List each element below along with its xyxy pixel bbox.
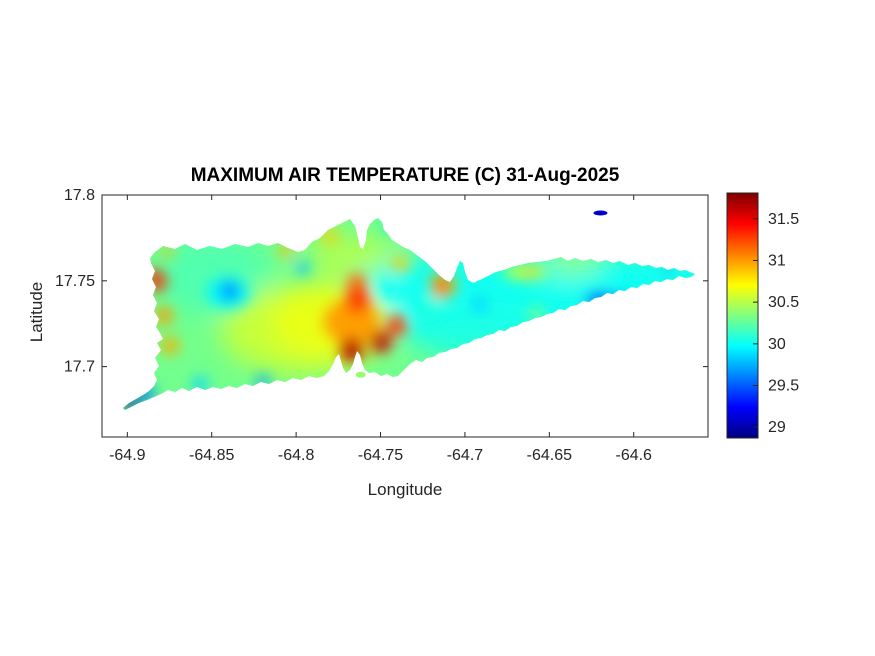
- temperature-blob: [525, 265, 536, 276]
- temperature-blob: [321, 227, 338, 244]
- axes-box: [101, 194, 709, 438]
- temperature-blob: [161, 245, 174, 258]
- temperature-blob: [530, 307, 543, 320]
- plot-title: MAXIMUM AIR TEMPERATURE (C) 31-Aug-2025: [190, 165, 620, 186]
- temperature-blob: [344, 286, 371, 313]
- x-tick-label: -64.85: [189, 447, 234, 464]
- temperature-blob: [502, 264, 547, 279]
- temperature-blob: [160, 336, 179, 355]
- island-heatmap: [123, 218, 695, 410]
- temperature-blob: [191, 376, 208, 393]
- x-tick-label: -64.6: [615, 447, 652, 464]
- x-tick-label: -64.9: [109, 447, 146, 464]
- islets-layer: [355, 210, 608, 378]
- north-islet: [593, 210, 608, 216]
- temperature-blob: [375, 281, 404, 298]
- x-tick-label: -64.7: [447, 447, 484, 464]
- temperature-blob: [375, 335, 386, 346]
- temperature-blob: [541, 256, 602, 273]
- temperature-blob: [586, 293, 615, 308]
- temperature-blob: [278, 243, 293, 258]
- temperature-blob: [346, 342, 359, 355]
- colorbar-tick-label: 31.5: [768, 211, 799, 228]
- temperature-blob: [392, 255, 409, 272]
- temperature-blob: [613, 294, 630, 311]
- temperature-blob: [471, 296, 488, 313]
- temperature-blob: [123, 394, 146, 410]
- temperature-blob: [590, 313, 609, 332]
- y-tick-label: 17.7: [64, 359, 95, 376]
- temperature-blob: [306, 236, 397, 273]
- temperature-blob: [435, 278, 450, 293]
- temperature-blob: [138, 384, 155, 401]
- x-axis-label: Longitude: [367, 480, 443, 499]
- temperature-blob: [415, 295, 444, 324]
- south-cay: [355, 371, 366, 378]
- temperature-blob: [323, 299, 380, 344]
- y-tick-label: 17.8: [64, 187, 95, 204]
- temperature-blob: [571, 249, 695, 310]
- colorbar-tick-label: 30: [768, 336, 786, 353]
- temperature-blob: [255, 374, 270, 389]
- temperature-blob: [154, 306, 173, 325]
- x-tick-label: -64.8: [278, 447, 315, 464]
- temperature-blob: [295, 260, 310, 275]
- colorbar: 29 29.5 30 30.5 31 31.5: [726, 192, 799, 439]
- temperature-blob: [386, 315, 407, 336]
- x-tick-label: -64.65: [527, 447, 572, 464]
- temperature-blob: [347, 273, 366, 292]
- colorbar-tick-label: 29.5: [768, 378, 799, 395]
- temperature-blob: [220, 281, 239, 300]
- colorbar-tick-label: 29: [768, 419, 786, 436]
- temperature-blob: [663, 265, 672, 274]
- temperature-blob: [150, 267, 161, 278]
- colorbar-gradient: [726, 192, 759, 439]
- colorbar-tick-label: 31: [768, 253, 786, 270]
- y-axis-label: Latitude: [27, 281, 46, 343]
- colorbar-tick-label: 30.5: [768, 294, 799, 311]
- y-tick-label: 17.75: [55, 273, 95, 290]
- x-tick-label: -64.75: [358, 447, 403, 464]
- axes-layer: -64.9 -64.85 -64.8 -64.75 -64.7 -64.65 -64.6 17…: [55, 187, 709, 464]
- temperature-blob: [381, 221, 392, 232]
